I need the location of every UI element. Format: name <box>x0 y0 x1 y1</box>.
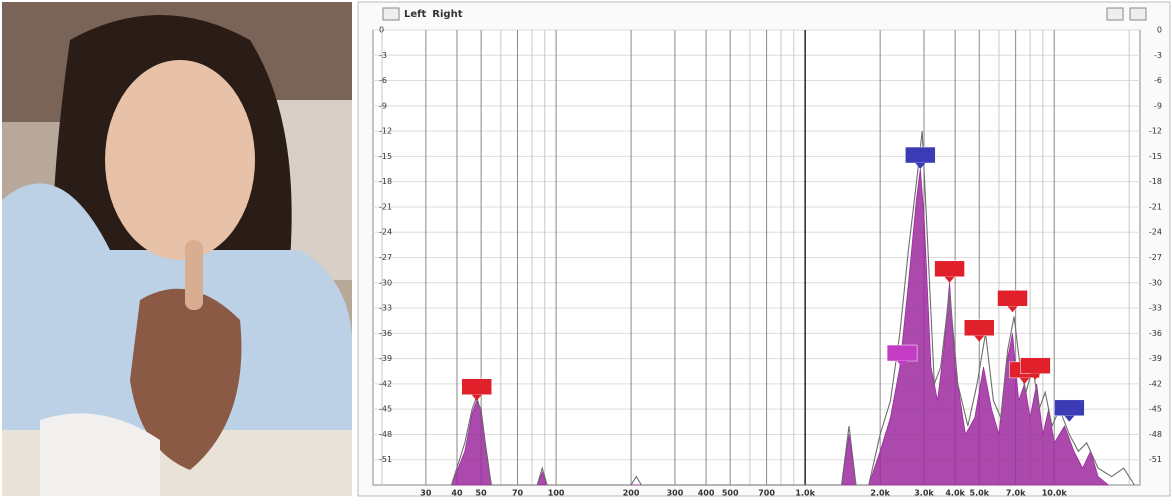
y-tick-label: -36 <box>379 329 392 338</box>
x-tick-label: 30 <box>420 489 432 498</box>
x-tick-label: 2.0k <box>870 489 890 498</box>
y-tick-label-right: -3 <box>1154 51 1162 60</box>
x-tick-label: 50 <box>476 489 488 498</box>
y-tick-label: -33 <box>379 304 392 313</box>
y-tick-label: -30 <box>379 278 392 287</box>
page: LeftRight00-3-3-6-6-9-9-12-12-15-15-18-1… <box>0 0 1172 500</box>
y-tick-label-right: -45 <box>1149 405 1162 414</box>
x-tick-label: 5.0k <box>970 489 990 498</box>
x-tick-label: 3.0k <box>914 489 934 498</box>
y-tick-label: -24 <box>379 228 392 237</box>
x-tick-label: 4.0k <box>945 489 965 498</box>
y-tick-label: -3 <box>379 51 387 60</box>
toolbar-button[interactable] <box>1130 8 1146 20</box>
legend-entry: Right <box>432 9 462 20</box>
y-tick-label-right: -24 <box>1149 228 1162 237</box>
y-tick-label-right: -39 <box>1149 354 1162 363</box>
x-tick-label: 7.0k <box>1006 489 1026 498</box>
y-tick-label-right: -12 <box>1149 127 1162 136</box>
x-tick-label: 500 <box>722 489 739 498</box>
y-tick-label: -18 <box>379 177 392 186</box>
x-tick-label: 200 <box>623 489 640 498</box>
y-tick-label: -12 <box>379 127 392 136</box>
peak-marker <box>462 379 492 395</box>
y-tick-label: -9 <box>379 101 387 110</box>
y-tick-label-right: -42 <box>1149 379 1162 388</box>
peak-marker <box>935 261 965 277</box>
x-tick-label: 70 <box>512 489 524 498</box>
y-tick-label: -39 <box>379 354 392 363</box>
peak-marker <box>1054 400 1084 416</box>
y-tick-label-right: -15 <box>1149 152 1162 161</box>
y-tick-label-right: -6 <box>1154 76 1162 85</box>
y-tick-label-right: -9 <box>1154 101 1162 110</box>
y-tick-label-right: 0 <box>1157 26 1162 35</box>
x-tick-label: 10.0k <box>1042 489 1068 498</box>
photo <box>2 2 352 496</box>
y-tick-label-right: -36 <box>1149 329 1162 338</box>
y-tick-label: -15 <box>379 152 392 161</box>
figure: LeftRight00-3-3-6-6-9-9-12-12-15-15-18-1… <box>0 0 1172 500</box>
y-tick-label-right: -21 <box>1149 202 1162 211</box>
y-tick-label: -51 <box>379 455 392 464</box>
x-tick-label: 1.0k <box>795 489 815 498</box>
y-tick-label-right: -51 <box>1149 455 1162 464</box>
y-tick-label: -27 <box>379 253 392 262</box>
x-tick-label: 400 <box>698 489 715 498</box>
y-tick-label-right: -33 <box>1149 304 1162 313</box>
x-tick-label: 40 <box>451 489 463 498</box>
y-tick-label: -48 <box>379 430 392 439</box>
toolbar-button[interactable] <box>1107 8 1123 20</box>
toolbar-button[interactable] <box>383 8 399 20</box>
y-tick-label-right: -30 <box>1149 278 1162 287</box>
x-tick-label: 300 <box>667 489 684 498</box>
peak-marker <box>1020 358 1050 374</box>
y-tick-label-right: -48 <box>1149 430 1162 439</box>
y-tick-label: -6 <box>379 76 387 85</box>
y-tick-label: -42 <box>379 379 392 388</box>
peak-marker <box>998 290 1028 306</box>
x-tick-label: 100 <box>548 489 565 498</box>
peak-marker <box>964 320 994 336</box>
y-tick-label-right: -18 <box>1149 177 1162 186</box>
y-tick-label: -21 <box>379 202 392 211</box>
legend-entry: Left <box>404 9 427 20</box>
peak-marker <box>887 345 917 361</box>
peak-marker <box>905 147 935 163</box>
y-tick-label: -45 <box>379 405 392 414</box>
x-tick-label: 700 <box>758 489 775 498</box>
y-tick-label-right: -27 <box>1149 253 1162 262</box>
